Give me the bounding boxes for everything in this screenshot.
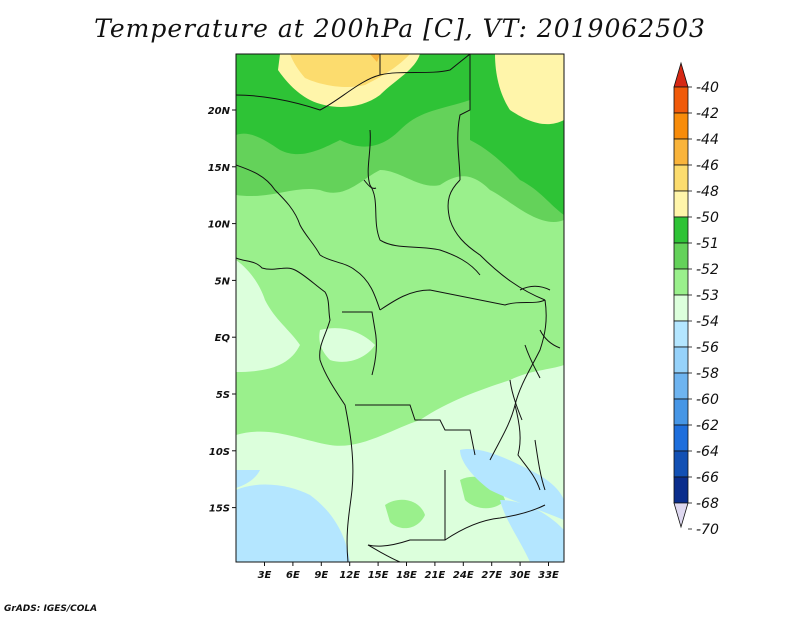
band-56-se <box>460 449 564 520</box>
coastline-west <box>236 257 354 562</box>
longitude-axis: 3E 6E 9E 12E 15E 18E 21E 24E 27E 30E 33E <box>258 562 559 581</box>
band-54-west <box>236 260 300 372</box>
lon-label: 9E <box>314 570 328 581</box>
lon-label: 3E <box>258 570 272 581</box>
colorbar-label: -53 <box>696 288 719 304</box>
lon-label: 33E <box>538 570 559 581</box>
colorbar-segment <box>673 268 689 296</box>
colorbar-label: -54 <box>696 314 719 330</box>
colorbar-label: -52 <box>696 262 719 278</box>
lat-label: EQ <box>215 333 231 344</box>
colorbar-segment <box>673 346 689 374</box>
colorbar-label: -68 <box>696 496 719 512</box>
band-56-w <box>236 470 260 488</box>
colorbar-segment <box>673 190 689 218</box>
band-54-gabon <box>319 328 375 362</box>
colorbar-label: -46 <box>696 158 719 174</box>
colorbar-segment <box>673 216 689 244</box>
lon-label: 30E <box>510 570 531 581</box>
colorbar-label: -60 <box>696 392 719 408</box>
colorbar-segment <box>673 476 689 504</box>
colorbar-label: -40 <box>696 80 719 96</box>
colorbar-label: -44 <box>696 132 719 148</box>
border-drc-east <box>489 299 547 461</box>
colorbar-segment <box>673 320 689 348</box>
lat-label: 10N <box>208 220 231 231</box>
colorbar-segment <box>673 164 689 192</box>
border-sudan-car <box>447 179 546 301</box>
colorbar-label: -62 <box>696 418 719 434</box>
band-56-sw <box>236 484 350 562</box>
map-frame <box>235 53 565 563</box>
lon-label: 27E <box>481 570 502 581</box>
lake-chad <box>363 179 377 189</box>
lat-label: 20N <box>208 106 231 117</box>
lat-label: 5N <box>215 276 231 287</box>
border-cameroon <box>319 254 381 311</box>
colorbar-label: -66 <box>696 470 719 486</box>
border-kenya <box>519 285 551 291</box>
colorbar-label: -64 <box>696 444 719 460</box>
colorbar: -40 -42 -44 -46 -48 -50 -51 -52 -53 -54 -56 -58 -60 -… <box>673 61 719 538</box>
colorbar-segment <box>673 294 689 322</box>
contour-fill <box>236 54 564 562</box>
band-50-east <box>495 54 564 125</box>
border-zambia-south <box>444 504 546 541</box>
lat-label: 5S <box>216 390 230 401</box>
colorbar-label: -48 <box>696 184 719 200</box>
border-chad <box>367 129 481 276</box>
colorbar-segment <box>673 424 689 452</box>
colorbar-label: -42 <box>696 106 719 122</box>
lon-label: 18E <box>396 570 417 581</box>
border-car-drc <box>379 289 546 311</box>
colorbar-cap-top <box>673 61 689 88</box>
lat-label: 15N <box>208 163 231 174</box>
band-53-patch <box>385 499 425 529</box>
map-title: Temperature at 200hPa [C], VT: 201906250… <box>94 14 706 43</box>
colorbar-segment <box>673 450 689 478</box>
border-uganda <box>539 329 561 349</box>
colorbar-segment <box>673 242 689 270</box>
colorbar-label: -51 <box>696 236 719 252</box>
lon-label: 21E <box>425 570 446 581</box>
credit-text: GrADS: IGES/COLA <box>4 604 98 614</box>
border-nigeria <box>236 164 321 256</box>
colorbar-label: -56 <box>696 340 719 356</box>
colorbar-segment <box>673 138 689 166</box>
border-drc-angola <box>355 404 476 456</box>
colorbar-segment <box>673 372 689 400</box>
lon-label: 24E <box>453 570 474 581</box>
colorbar-segment <box>673 112 689 140</box>
lake-tanganyika <box>509 379 523 421</box>
border-sudan-chad <box>457 54 471 181</box>
border-namibia <box>367 544 401 562</box>
colorbar-label: -50 <box>696 210 719 226</box>
lon-label: 6E <box>286 570 300 581</box>
colorbar-segment <box>673 86 689 114</box>
border-tanzania <box>514 404 541 491</box>
colorbar-label: -70 <box>696 522 719 538</box>
lake-malawi <box>534 439 546 491</box>
border-congo <box>342 311 377 376</box>
border-n2 <box>379 54 471 76</box>
lat-label: 15S <box>209 504 230 515</box>
latitude-axis: 20N 15N 10N 5N EQ 5S 10S 15S <box>208 106 236 515</box>
colorbar-segment <box>673 398 689 426</box>
lon-label: 15E <box>368 570 389 581</box>
colorbar-cap-bottom <box>673 502 689 529</box>
border-angola-zambia <box>367 470 446 547</box>
colorbar-label: -58 <box>696 366 719 382</box>
band-46 <box>370 54 380 62</box>
lon-label: 12E <box>339 570 360 581</box>
border-n1 <box>236 54 381 111</box>
lat-label: 10S <box>209 447 230 458</box>
country-boundaries <box>236 54 561 562</box>
border-rwanda <box>524 344 541 379</box>
